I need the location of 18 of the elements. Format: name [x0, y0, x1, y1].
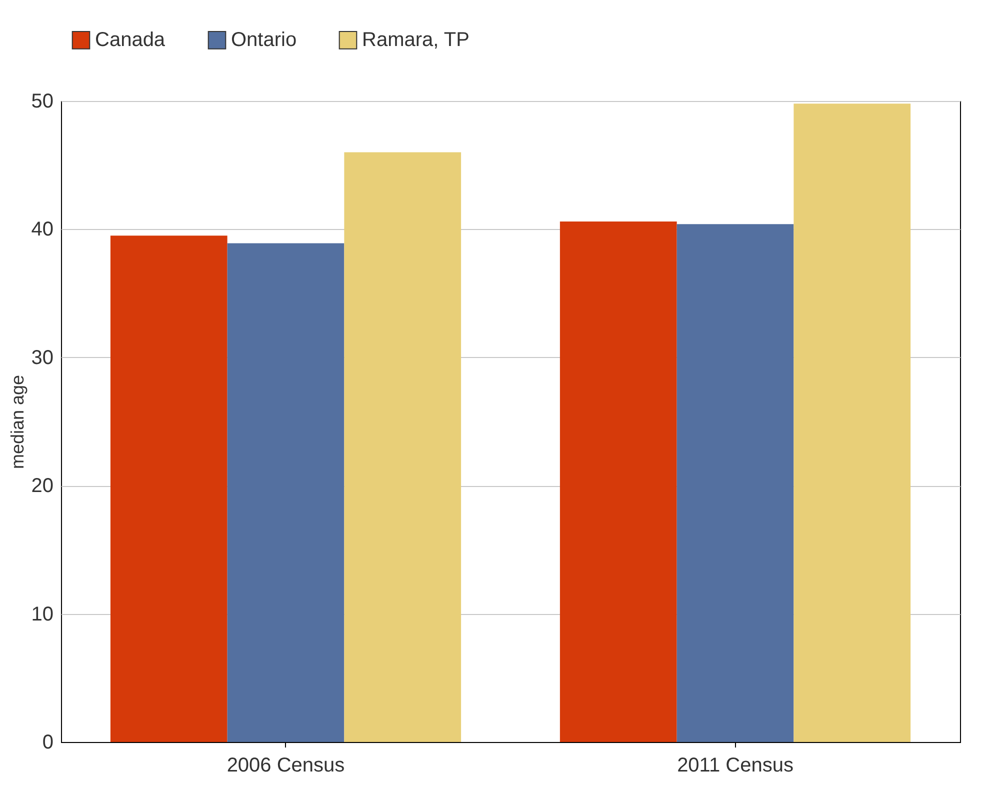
legend-label: Ontario: [231, 29, 297, 52]
bar: [676, 224, 794, 742]
legend-label: Canada: [95, 29, 166, 52]
bar: [227, 243, 344, 742]
bar: [344, 152, 462, 742]
x-tick-label: 2011 Census: [677, 754, 794, 776]
y-tick-label: 10: [31, 603, 54, 626]
y-tick-label: 30: [31, 346, 54, 369]
y-tick-label: 40: [31, 218, 54, 241]
legend-label: Ramara, TP: [362, 29, 470, 52]
bar: [110, 236, 228, 742]
bar: [560, 222, 677, 742]
bar: [794, 104, 911, 742]
y-tick-label: 0: [42, 732, 54, 754]
y-tick-label: 50: [31, 90, 54, 112]
x-tick-label: 2006 Census: [226, 754, 345, 776]
y-tick-label: 20: [31, 475, 54, 498]
y-axis-title: median age: [7, 374, 28, 470]
